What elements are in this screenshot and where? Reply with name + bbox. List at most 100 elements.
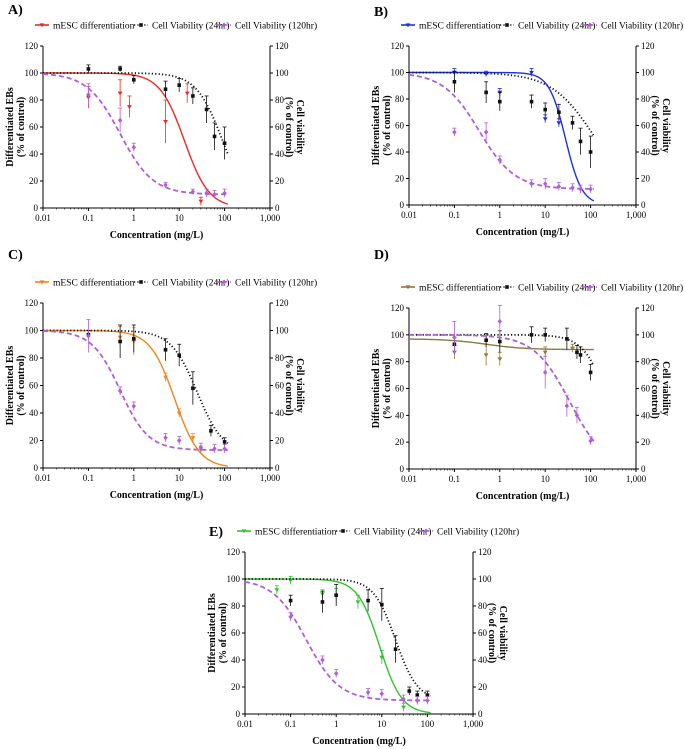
x-tick-label: 10 — [175, 473, 185, 483]
data-point — [131, 142, 136, 152]
square-marker — [366, 598, 370, 603]
data-point — [401, 702, 406, 712]
data-point — [529, 94, 534, 109]
triangle-marker — [288, 578, 293, 583]
diamond-marker — [190, 189, 196, 195]
y-tick-label-right: 80 — [275, 353, 285, 363]
y-tick-label-right: 0 — [641, 200, 646, 210]
diamond-marker — [198, 444, 204, 450]
left-y-axis-label: Differentiated EBs — [5, 87, 16, 167]
diamond-marker — [221, 279, 227, 285]
diamond-marker — [117, 388, 123, 394]
fit-curve — [42, 330, 228, 451]
square-marker — [132, 77, 136, 82]
data-point — [588, 436, 593, 445]
y-tick-label-right: 100 — [275, 68, 289, 78]
data-point — [570, 115, 575, 130]
y-tick-label: 80 — [29, 353, 39, 363]
data-point — [127, 95, 132, 118]
diamond-marker — [588, 438, 593, 444]
legend-entry: mESC differentiation — [35, 20, 135, 31]
y-tick-label-right: 0 — [641, 464, 646, 474]
x-axis-label: Concentration (mg/L) — [110, 230, 204, 241]
data-point — [574, 345, 579, 359]
legend-entry: Cell Viability (24hr) — [500, 282, 595, 293]
triangle-marker — [117, 91, 123, 96]
x-tick-label: 100 — [218, 473, 232, 483]
triangle-marker — [379, 655, 385, 660]
data-point — [163, 338, 168, 361]
diamond-marker — [574, 412, 580, 418]
data-point — [570, 183, 575, 192]
legend-entry: Cell Viability (120hr) — [217, 20, 317, 31]
y-tick-label-right: 100 — [478, 574, 492, 584]
y-tick-label-right: 80 — [478, 601, 488, 611]
data-point — [452, 127, 457, 137]
series-dashed — [409, 304, 595, 445]
data-point — [190, 371, 195, 405]
y-tick-label: 60 — [395, 384, 405, 394]
square-marker — [163, 347, 168, 352]
data-point — [497, 304, 502, 338]
diamond-marker — [163, 182, 168, 188]
square-marker — [505, 23, 509, 27]
fit-curve — [409, 333, 595, 442]
y-tick-label-right: 20 — [275, 176, 285, 186]
y-tick-label: 100 — [25, 326, 39, 336]
y-tick-label: 100 — [227, 574, 241, 584]
y-tick-label: 20 — [29, 176, 39, 186]
data-point — [117, 107, 123, 133]
series-solid — [43, 72, 229, 206]
legend-label: Cell Viability (120hr) — [601, 282, 683, 293]
diamond-marker — [163, 435, 168, 441]
square-marker — [543, 107, 547, 112]
chart-panel-3: C) mESC differentiation Cell Viability (24… — [5, 248, 317, 501]
panel-label: A) — [8, 3, 23, 18]
data-point — [588, 184, 593, 194]
triangle-marker — [241, 529, 247, 534]
x-tick-label: 0.1 — [285, 719, 296, 729]
legend-entry: Cell Viability (24hr) — [134, 277, 229, 288]
data-point — [578, 127, 583, 155]
diamond-marker — [365, 689, 371, 695]
square-marker — [288, 598, 293, 603]
diamond-marker — [570, 185, 575, 191]
y-tick-label-right: 0 — [275, 463, 280, 473]
data-point — [543, 102, 548, 117]
fit-curve — [408, 338, 594, 351]
data-point — [543, 327, 548, 342]
y-tick-label-right: 40 — [641, 147, 651, 157]
triangle-marker — [570, 346, 575, 351]
x-tick-label: 0.01 — [237, 719, 253, 729]
y-tick-label-right: 40 — [275, 408, 285, 418]
x-axis-label: Concentration (mg/L) — [476, 227, 570, 238]
y-tick-label: 80 — [29, 95, 39, 105]
chart-panel-1: A) mESC differentiation Cell Viability (24… — [5, 3, 317, 241]
x-tick-label: 10 — [541, 474, 551, 484]
x-axis-label: Concentration (mg/L) — [312, 736, 406, 747]
panel-label: C) — [8, 248, 23, 263]
triangle-marker — [405, 285, 411, 290]
diamond-marker — [452, 334, 457, 341]
y-tick-label-right: 40 — [275, 149, 285, 159]
series-dashed — [244, 581, 431, 705]
fit-curve — [43, 72, 229, 155]
legend-entry: mESC differentiation — [237, 526, 337, 537]
data-point — [163, 372, 168, 382]
data-point — [131, 75, 136, 84]
data-point — [407, 686, 412, 696]
series-dotted — [43, 64, 229, 160]
data-point — [355, 594, 361, 609]
data-point — [543, 355, 548, 389]
data-point — [222, 188, 227, 198]
square-marker — [177, 353, 181, 358]
axes: 0 0 20 20 40 40 60 60 80 80 100 100 120 120 0.01 0.1 1 10… — [5, 41, 305, 241]
series-solid — [408, 338, 594, 366]
y-tick-label: 40 — [29, 149, 39, 159]
diamond-marker — [288, 614, 293, 620]
triangle-marker — [176, 411, 182, 416]
data-point — [529, 326, 534, 343]
diamond-marker — [334, 670, 339, 677]
right-y-axis-label: Cell viability — [294, 358, 305, 413]
x-tick-label: 100 — [218, 213, 232, 223]
